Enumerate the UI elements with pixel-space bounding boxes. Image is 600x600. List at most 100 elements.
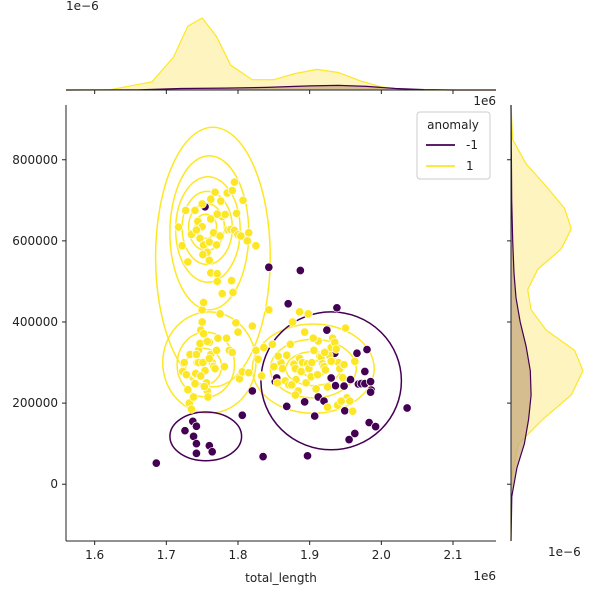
data-point-pos1-51 <box>190 379 200 389</box>
data-point-pos1-131 <box>331 344 341 354</box>
legend-label-neg1: -1 <box>466 138 478 152</box>
data-point-neg1-46 <box>360 366 370 377</box>
data-point-pos1-100 <box>277 364 287 374</box>
y-tick-label: 200000 <box>12 396 58 410</box>
data-point-neg1-5 <box>191 439 201 449</box>
data-point-pos1-23 <box>227 186 237 196</box>
data-point-pos1-3 <box>183 257 193 267</box>
data-point-pos1-37 <box>228 287 238 297</box>
marginal-y-fill-pos1 <box>511 105 583 541</box>
data-point-pos1-153 <box>326 356 336 366</box>
data-point-pos1-134 <box>338 373 348 383</box>
data-point-neg1-45 <box>402 403 412 413</box>
data-point-pos1-24 <box>229 177 239 187</box>
data-point-pos1-86 <box>202 336 212 347</box>
data-point-pos1-26 <box>216 196 226 206</box>
data-point-pos1-1 <box>177 241 187 251</box>
data-point-pos1-78 <box>233 327 243 337</box>
kde-contour-neg1-1 <box>260 311 403 451</box>
data-point-pos1-149 <box>290 390 300 400</box>
data-point-pos1-72 <box>217 289 227 299</box>
data-point-neg1-21 <box>310 411 320 421</box>
data-point-neg1-43 <box>364 418 374 428</box>
data-point-neg1-30 <box>339 381 349 391</box>
data-point-pos1-97 <box>267 339 277 349</box>
data-point-neg1-13 <box>264 262 274 272</box>
data-point-neg1-4 <box>191 421 201 431</box>
data-point-pos1-140 <box>340 323 351 333</box>
data-point-neg1-31 <box>340 406 350 416</box>
data-point-neg1-39 <box>366 377 376 387</box>
data-point-pos1-96 <box>264 305 274 315</box>
y-tick-label: 800000 <box>12 153 58 167</box>
data-point-pos1-126 <box>323 382 333 392</box>
data-point-pos1-113 <box>301 378 311 388</box>
data-point-pos1-148 <box>336 396 346 406</box>
data-point-neg1-32 <box>345 375 356 385</box>
data-point-neg1-44 <box>371 422 381 432</box>
data-point-pos1-63 <box>203 392 213 402</box>
data-point-pos1-117 <box>307 357 317 368</box>
data-point-pos1-32 <box>204 255 214 265</box>
data-point-pos1-69 <box>211 345 222 355</box>
data-point-pos1-17 <box>220 209 230 220</box>
data-point-pos1-89 <box>199 381 209 392</box>
main-plot-area: 1.6 1.7 1.8 1.9 2.0 2.1 0 200000 400000 600000 80… <box>12 94 496 585</box>
data-point-pos1-14 <box>211 240 222 250</box>
data-point-pos1-5 <box>190 205 200 216</box>
data-point-pos1-85 <box>199 329 209 339</box>
data-point-pos1-98 <box>272 378 282 388</box>
data-point-pos1-70 <box>213 333 223 343</box>
legend-label-pos1: 1 <box>466 159 474 173</box>
data-point-neg1-41 <box>344 435 354 445</box>
data-point-neg1-24 <box>326 373 336 383</box>
data-point-pos1-2 <box>181 205 191 216</box>
x-tick-label: 1.8 <box>228 548 247 562</box>
data-point-pos1-0 <box>173 222 184 232</box>
data-point-pos1-110 <box>296 366 306 377</box>
data-point-pos1-45 <box>179 357 189 368</box>
data-point-pos1-83 <box>198 357 208 368</box>
data-point-neg1-20 <box>302 451 313 461</box>
data-point-pos1-103 <box>285 339 295 349</box>
data-point-pos1-91 <box>247 321 257 331</box>
data-point-neg1-28 <box>332 303 342 313</box>
data-point-pos1-28 <box>197 199 207 209</box>
x-tick-label: 1.7 <box>157 548 176 562</box>
data-point-pos1-125 <box>320 365 330 375</box>
y-tick-label: 600000 <box>12 234 58 248</box>
data-point-pos1-40 <box>244 228 254 238</box>
data-point-pos1-59 <box>199 297 209 308</box>
data-point-neg1-34 <box>352 348 362 358</box>
data-point-neg1-33 <box>350 428 360 439</box>
kde-contour-pos1-0 <box>154 126 272 388</box>
data-point-pos1-34 <box>212 269 222 279</box>
marginal-y-offset-label: 1e−6 <box>548 545 581 559</box>
x-axis-label: total_length <box>245 571 317 585</box>
data-point-neg1-6 <box>191 448 201 458</box>
data-point-pos1-142 <box>282 350 292 360</box>
data-point-neg1-0 <box>151 458 161 468</box>
x-tick-label: 1.6 <box>85 548 104 562</box>
marginal-y-curve-neg1 <box>510 104 532 542</box>
data-point-pos1-90 <box>244 368 254 378</box>
data-point-pos1-152 <box>303 309 313 319</box>
data-point-pos1-88 <box>196 371 206 381</box>
data-point-neg1-38 <box>362 345 372 355</box>
data-point-pos1-137 <box>345 396 355 406</box>
data-point-pos1-112 <box>300 327 310 337</box>
data-point-neg1-17 <box>283 299 293 309</box>
x-tick-label: 2.1 <box>443 548 462 562</box>
data-point-pos1-141 <box>287 380 297 390</box>
data-point-pos1-95 <box>259 342 269 353</box>
data-point-pos1-76 <box>227 347 237 357</box>
data-point-pos1-42 <box>232 208 242 218</box>
data-point-pos1-145 <box>312 370 323 380</box>
marginal-x-fill-pos1 <box>66 18 496 90</box>
data-point-pos1-154 <box>320 347 330 357</box>
data-point-pos1-36 <box>227 276 237 286</box>
y-tick-label: 400000 <box>12 315 58 329</box>
y-offset-label: 1e6 <box>473 94 496 108</box>
data-point-neg1-16 <box>282 401 292 411</box>
data-point-pos1-151 <box>273 351 283 361</box>
